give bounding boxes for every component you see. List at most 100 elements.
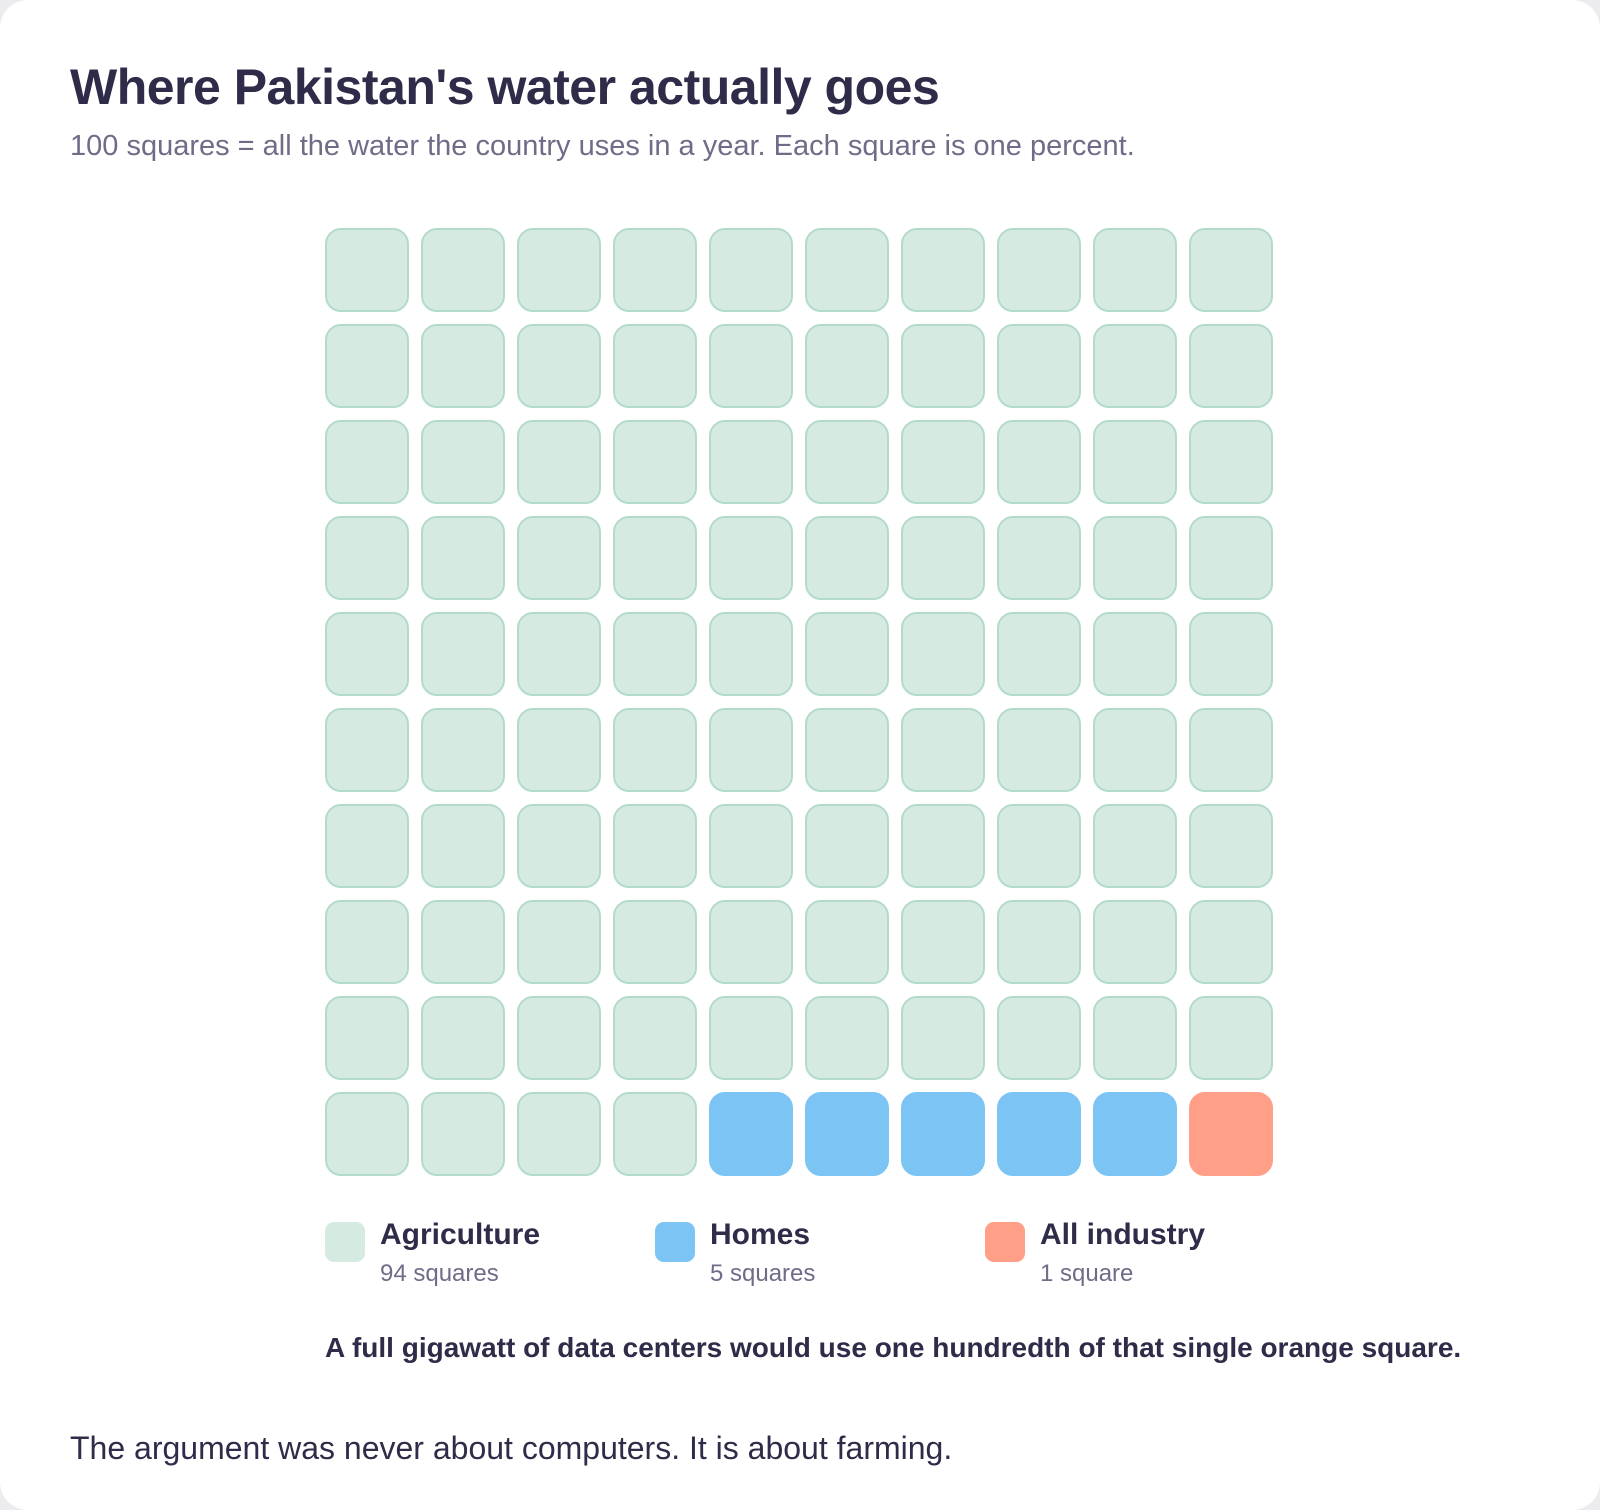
waffle-square-agriculture (709, 708, 793, 792)
waffle-square-agriculture (805, 804, 889, 888)
waffle-square-agriculture (997, 708, 1081, 792)
waffle-square-agriculture (613, 516, 697, 600)
data-center-note: A full gigawatt of data centers would us… (325, 1332, 1462, 1363)
waffle-square-agriculture (517, 228, 601, 312)
waffle-square-agriculture (901, 420, 985, 504)
waffle-square-agriculture (325, 420, 409, 504)
waffle-square-agriculture (613, 612, 697, 696)
waffle-square-agriculture (421, 996, 505, 1080)
waffle-square-agriculture (1189, 516, 1273, 600)
waffle-square-agriculture (421, 900, 505, 984)
waffle-square-agriculture (805, 420, 889, 504)
waffle-square-agriculture (517, 996, 601, 1080)
waffle-square-agriculture (1189, 612, 1273, 696)
waffle-square-all-industry (1189, 1092, 1273, 1176)
waffle-square-agriculture (517, 612, 601, 696)
waffle-square-agriculture (1093, 324, 1177, 408)
legend-count-homes: 5 squares (710, 1260, 816, 1287)
waffle-square-agriculture (901, 708, 985, 792)
legend-label-homes: Homes (710, 1218, 811, 1251)
legend-label-agriculture: Agriculture (380, 1218, 541, 1251)
waffle-square-agriculture (421, 324, 505, 408)
waffle-square-agriculture (805, 708, 889, 792)
legend-swatch-homes (655, 1222, 695, 1262)
waffle-square-agriculture (997, 228, 1081, 312)
waffle-square-agriculture (1093, 516, 1177, 600)
waffle-square-agriculture (805, 900, 889, 984)
waffle-square-homes (1093, 1092, 1177, 1176)
waffle-square-agriculture (1189, 324, 1273, 408)
waffle-square-agriculture (613, 708, 697, 792)
waffle-square-agriculture (997, 996, 1081, 1080)
waffle-square-agriculture (805, 516, 889, 600)
waffle-square-agriculture (517, 516, 601, 600)
waffle-square-agriculture (1189, 804, 1273, 888)
waffle-square-agriculture (709, 324, 793, 408)
waffle-grid (325, 228, 1275, 1178)
waffle-square-agriculture (997, 612, 1081, 696)
waffle-square-agriculture (421, 804, 505, 888)
chart-subtitle: 100 squares = all the water the country … (70, 130, 1135, 162)
legend-swatch-agriculture (325, 1222, 365, 1262)
waffle-square-agriculture (901, 228, 985, 312)
waffle-square-agriculture (997, 804, 1081, 888)
legend-count-industry: 1 square (1040, 1260, 1134, 1287)
waffle-square-agriculture (805, 228, 889, 312)
waffle-square-agriculture (517, 420, 601, 504)
waffle-square-agriculture (1093, 996, 1177, 1080)
waffle-square-agriculture (1093, 804, 1177, 888)
waffle-square-agriculture (517, 900, 601, 984)
waffle-square-agriculture (997, 324, 1081, 408)
waffle-square-agriculture (421, 1092, 505, 1176)
waffle-square-agriculture (1189, 228, 1273, 312)
waffle-square-agriculture (1093, 420, 1177, 504)
waffle-square-agriculture (1093, 900, 1177, 984)
waffle-square-agriculture (709, 516, 793, 600)
waffle-square-agriculture (325, 1092, 409, 1176)
waffle-square-agriculture (805, 324, 889, 408)
waffle-square-agriculture (901, 516, 985, 600)
waffle-square-homes (805, 1092, 889, 1176)
waffle-square-agriculture (709, 420, 793, 504)
waffle-square-agriculture (1093, 612, 1177, 696)
waffle-square-agriculture (805, 996, 889, 1080)
waffle-square-agriculture (997, 516, 1081, 600)
waffle-square-agriculture (709, 612, 793, 696)
waffle-square-agriculture (1093, 228, 1177, 312)
waffle-square-agriculture (325, 708, 409, 792)
waffle-square-agriculture (997, 900, 1081, 984)
waffle-square-homes (901, 1092, 985, 1176)
waffle-square-agriculture (1189, 996, 1273, 1080)
legend-label-industry: All industry (1040, 1218, 1206, 1251)
waffle-square-agriculture (421, 708, 505, 792)
waffle-square-agriculture (901, 996, 985, 1080)
waffle-square-agriculture (325, 612, 409, 696)
footer-text: The argument was never about computers. … (70, 1430, 953, 1466)
waffle-square-agriculture (1189, 900, 1273, 984)
waffle-square-agriculture (613, 804, 697, 888)
waffle-square-agriculture (517, 1092, 601, 1176)
waffle-square-agriculture (325, 516, 409, 600)
waffle-square-agriculture (1189, 420, 1273, 504)
waffle-square-agriculture (421, 612, 505, 696)
waffle-square-agriculture (613, 1092, 697, 1176)
waffle-square-agriculture (517, 324, 601, 408)
waffle-square-agriculture (325, 804, 409, 888)
waffle-square-agriculture (421, 420, 505, 504)
waffle-square-agriculture (709, 228, 793, 312)
waffle-square-agriculture (421, 228, 505, 312)
waffle-square-agriculture (613, 996, 697, 1080)
waffle-square-agriculture (613, 228, 697, 312)
waffle-square-agriculture (1189, 708, 1273, 792)
waffle-square-agriculture (325, 996, 409, 1080)
waffle-square-agriculture (325, 228, 409, 312)
waffle-square-agriculture (613, 900, 697, 984)
legend-count-agriculture: 94 squares (380, 1260, 499, 1287)
waffle-square-agriculture (1093, 708, 1177, 792)
waffle-square-homes (997, 1092, 1081, 1176)
waffle-square-agriculture (709, 996, 793, 1080)
chart-title: Where Pakistan's water actually goes (70, 59, 940, 115)
waffle-square-agriculture (517, 804, 601, 888)
waffle-square-agriculture (709, 804, 793, 888)
